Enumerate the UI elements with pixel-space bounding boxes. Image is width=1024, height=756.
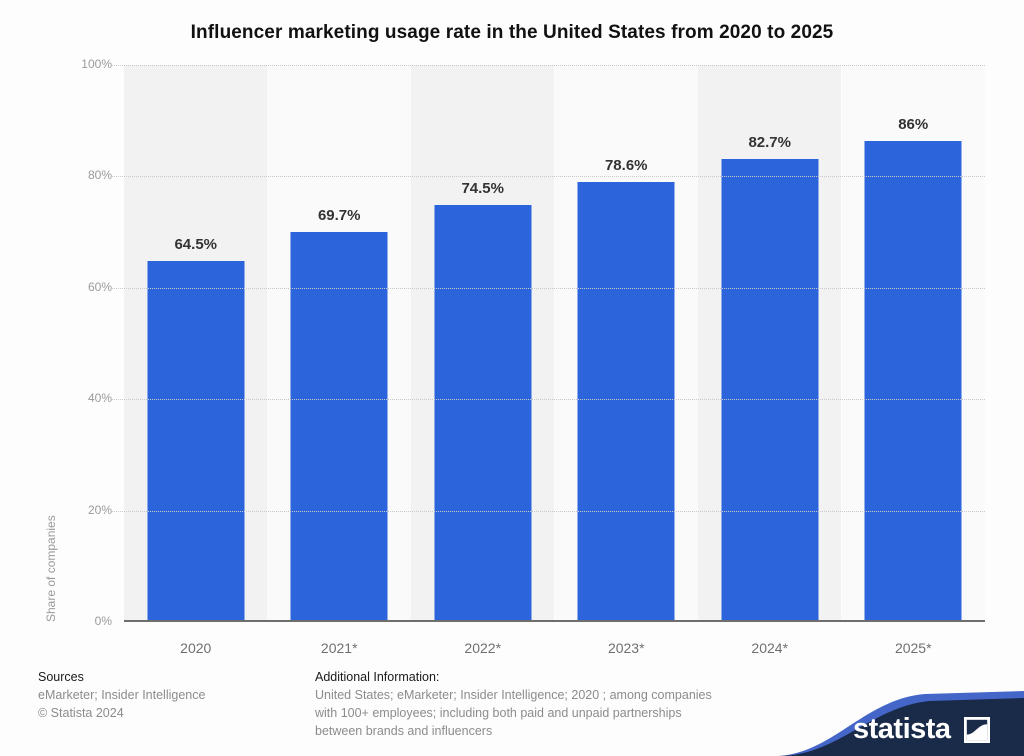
statista-logo-icon: [964, 717, 990, 743]
bar-2023: [577, 182, 675, 620]
chart-title: Influencer marketing usage rate in the U…: [190, 22, 834, 43]
x-axis-line: [124, 620, 985, 622]
additional-information-line: United States; eMarketer; Insider Intell…: [315, 688, 712, 702]
plot-area: 86% 2025* 82.7% 2024* 78.6% 2023* 74.5% 2022* 69…: [112, 65, 985, 656]
plot-band: 69.7% 2021*: [267, 65, 411, 656]
plot-band: 86% 2025*: [841, 65, 985, 656]
gridline: [112, 65, 985, 66]
bar-value-label: 64.5%: [174, 235, 218, 253]
bar-value-label: 78.6%: [604, 157, 648, 175]
y-axis-tick-label: 20%: [87, 502, 112, 517]
x-axis-label: 2022*: [464, 640, 502, 656]
bar-2024: [721, 159, 819, 620]
y-axis-tick-label: 0%: [94, 614, 112, 628]
additional-information-line: between brands and influencers: [315, 724, 493, 738]
y-axis-tick-label: 60%: [87, 279, 112, 294]
plot-band: 82.7% 2024*: [697, 65, 842, 656]
bar-2021: [290, 231, 388, 620]
bar-2022: [434, 205, 532, 620]
bar-2020: [147, 260, 245, 620]
additional-information-block: Additional Information: United States; e…: [315, 668, 765, 740]
plot-band: 78.6% 2023*: [554, 65, 698, 656]
statista-logo-text: statista: [853, 713, 951, 745]
y-axis-title: Share of companies: [44, 515, 58, 622]
bar-value-label: 74.5%: [461, 180, 504, 198]
x-axis-label: 2023*: [607, 640, 645, 656]
bar-value-label: 82.7%: [748, 134, 791, 152]
sources-label: Sources: [38, 670, 84, 684]
plot-band: 74.5% 2022*: [410, 65, 555, 656]
x-axis-label: 2024*: [751, 640, 789, 656]
copyright-line: © Statista 2024: [38, 706, 124, 720]
y-axis-tick-label: 100%: [81, 57, 112, 71]
bar-2025: [864, 140, 962, 620]
y-axis-tick-label: 40%: [87, 391, 112, 406]
x-axis-label: 2021*: [320, 640, 358, 656]
gridline: [112, 399, 985, 401]
sources-line: eMarketer; Insider Intelligence: [38, 688, 206, 702]
gridline: [112, 287, 985, 289]
bar-value-label: 86%: [898, 115, 929, 133]
x-axis-label: 2020: [180, 640, 212, 656]
gridline: [112, 510, 985, 512]
additional-information-label: Additional Information:: [315, 670, 440, 684]
bar-value-label: 69.7%: [317, 206, 361, 224]
additional-information-line: with 100+ employees; including both paid…: [315, 706, 682, 720]
sources-block: Sources eMarketer; Insider Intelligence …: [38, 668, 205, 722]
y-axis-tick-label: 80%: [87, 168, 112, 183]
x-axis-label: 2025*: [894, 640, 932, 656]
statista-swoosh-graphic: [779, 691, 1024, 756]
gridline: [112, 176, 985, 178]
plot-band: 64.5% 2020: [124, 65, 268, 656]
